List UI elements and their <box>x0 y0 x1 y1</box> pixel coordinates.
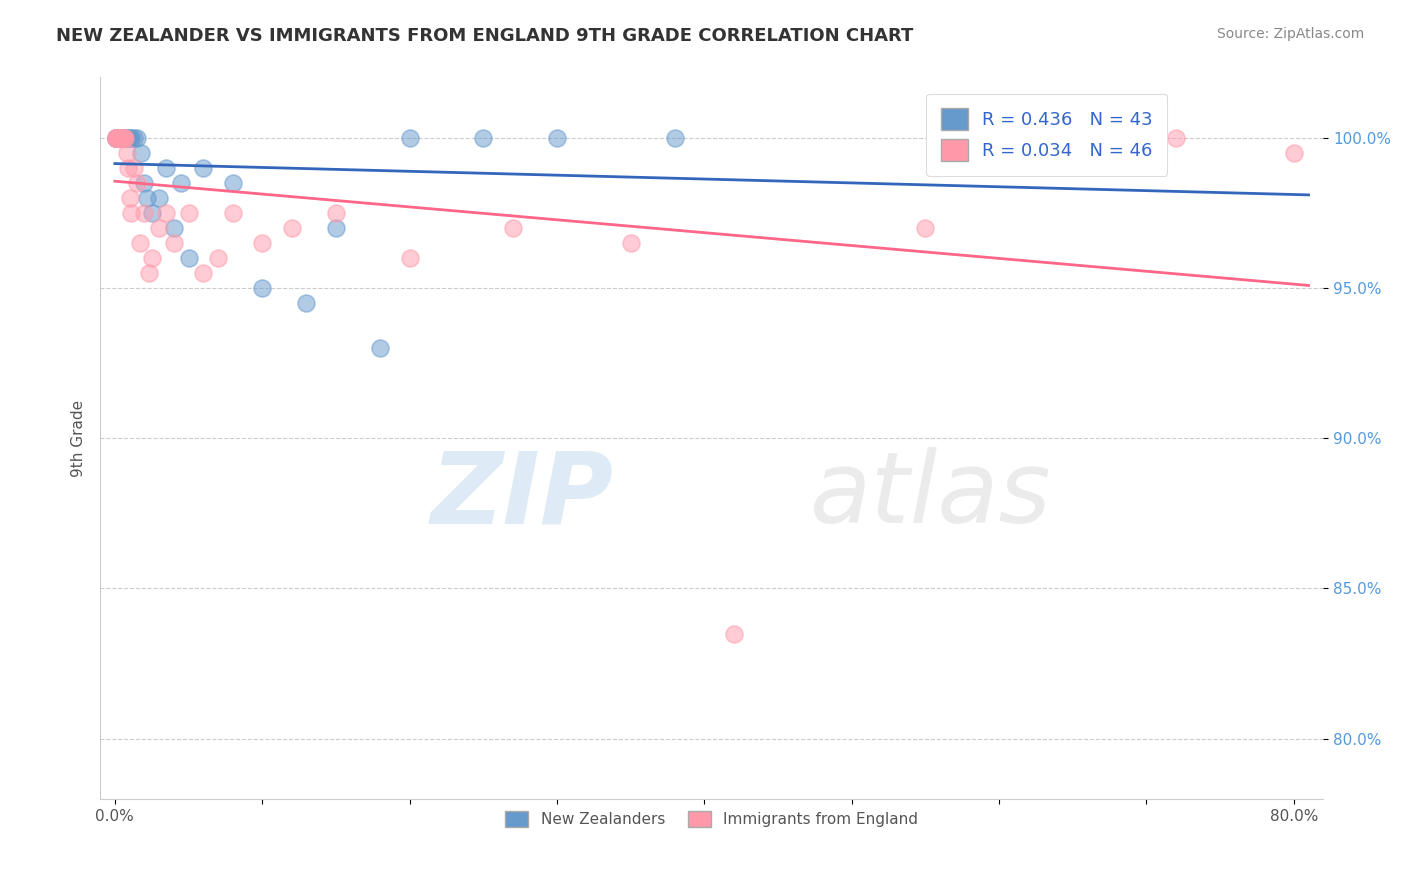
Point <box>155 205 177 219</box>
Point <box>222 176 245 190</box>
Point <box>122 130 145 145</box>
Point <box>118 191 141 205</box>
Point <box>105 130 128 145</box>
Point <box>111 130 134 145</box>
Point <box>115 130 138 145</box>
Point <box>105 130 128 145</box>
Point <box>105 130 128 145</box>
Point <box>104 130 127 145</box>
Point <box>115 145 138 160</box>
Point <box>664 130 686 145</box>
Point <box>105 130 128 145</box>
Point <box>108 130 131 145</box>
Point <box>107 130 129 145</box>
Point <box>148 220 170 235</box>
Point <box>112 130 135 145</box>
Legend: New Zealanders, Immigrants from England: New Zealanders, Immigrants from England <box>498 803 925 835</box>
Point <box>110 130 132 145</box>
Point <box>222 205 245 219</box>
Point <box>325 205 347 219</box>
Point <box>472 130 495 145</box>
Point <box>163 235 186 250</box>
Point <box>125 176 148 190</box>
Point <box>280 220 302 235</box>
Point <box>111 130 134 145</box>
Point <box>108 130 131 145</box>
Point <box>105 130 128 145</box>
Point <box>114 130 136 145</box>
Point <box>105 130 128 145</box>
Point <box>141 205 163 219</box>
Point <box>104 130 127 145</box>
Point <box>105 130 128 145</box>
Y-axis label: 9th Grade: 9th Grade <box>72 400 86 476</box>
Text: NEW ZEALANDER VS IMMIGRANTS FROM ENGLAND 9TH GRADE CORRELATION CHART: NEW ZEALANDER VS IMMIGRANTS FROM ENGLAND… <box>56 27 914 45</box>
Point <box>1164 130 1187 145</box>
Point <box>110 130 132 145</box>
Point <box>546 130 568 145</box>
Point <box>125 130 148 145</box>
Point <box>107 130 129 145</box>
Text: ZIP: ZIP <box>430 448 614 544</box>
Point <box>193 266 215 280</box>
Text: Source: ZipAtlas.com: Source: ZipAtlas.com <box>1216 27 1364 41</box>
Point <box>141 251 163 265</box>
Point <box>252 235 274 250</box>
Point <box>148 191 170 205</box>
Point <box>107 130 129 145</box>
Point <box>120 130 142 145</box>
Point <box>136 191 159 205</box>
Point <box>108 130 131 145</box>
Point <box>108 130 131 145</box>
Point <box>117 161 139 175</box>
Point <box>118 130 141 145</box>
Point <box>155 161 177 175</box>
Point <box>107 130 129 145</box>
Point <box>131 145 153 160</box>
Point <box>398 130 420 145</box>
Point <box>117 130 139 145</box>
Point <box>122 161 145 175</box>
Point <box>107 130 129 145</box>
Point <box>134 176 156 190</box>
Point <box>108 130 131 145</box>
Point <box>723 626 745 640</box>
Point <box>368 341 391 355</box>
Point <box>138 266 160 280</box>
Point <box>295 296 318 310</box>
Point <box>1135 130 1157 145</box>
Point <box>193 161 215 175</box>
Point <box>110 130 132 145</box>
Point <box>114 130 136 145</box>
Point <box>107 130 129 145</box>
Point <box>112 130 135 145</box>
Text: atlas: atlas <box>810 448 1052 544</box>
Point <box>325 220 347 235</box>
Point <box>252 281 274 295</box>
Point <box>114 130 136 145</box>
Point <box>170 176 193 190</box>
Point <box>108 130 131 145</box>
Point <box>1282 145 1305 160</box>
Point <box>177 205 200 219</box>
Point <box>177 251 200 265</box>
Point <box>107 130 129 145</box>
Point <box>398 251 420 265</box>
Point <box>105 130 128 145</box>
Point <box>502 220 524 235</box>
Point <box>620 235 643 250</box>
Point <box>110 130 132 145</box>
Point <box>120 205 142 219</box>
Point <box>129 235 152 250</box>
Point <box>914 220 936 235</box>
Point <box>134 205 156 219</box>
Point <box>207 251 229 265</box>
Point <box>163 220 186 235</box>
Point <box>107 130 129 145</box>
Point <box>111 130 134 145</box>
